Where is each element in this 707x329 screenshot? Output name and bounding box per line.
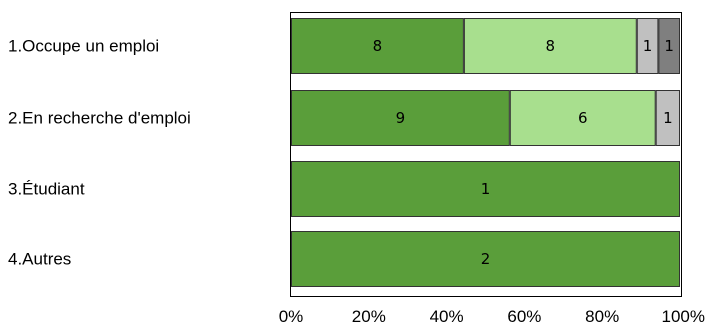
x-tick-label: 20% xyxy=(352,307,386,326)
data-label: 8 xyxy=(373,37,383,55)
bar-segment xyxy=(291,231,680,287)
bar-segment xyxy=(291,90,510,146)
x-tick-label: 80% xyxy=(585,307,619,326)
plot-frame xyxy=(290,12,682,297)
x-tick-label: 100% xyxy=(662,307,705,326)
category-label: 1.Occupe un emploi xyxy=(8,37,159,56)
bar-segment xyxy=(655,90,680,146)
data-label: 9 xyxy=(396,109,406,127)
category-label: 4.Autres xyxy=(8,250,71,269)
data-label: 6 xyxy=(578,109,588,127)
bar-segment xyxy=(636,18,659,74)
data-label: 2 xyxy=(481,250,491,268)
bar-segment xyxy=(509,90,656,146)
category-label: 2.En recherche d'emploi xyxy=(8,109,191,128)
data-label: 8 xyxy=(546,37,556,55)
data-label: 1 xyxy=(664,37,674,55)
x-tick-label: 60% xyxy=(507,307,541,326)
bar-segment xyxy=(291,161,680,217)
data-label: 1 xyxy=(643,37,653,55)
data-label: 1 xyxy=(481,180,491,198)
bar-segment xyxy=(463,18,637,74)
bar-segment xyxy=(291,18,464,74)
data-label: 1 xyxy=(663,109,673,127)
x-tick-label: 0% xyxy=(279,307,304,326)
bar-segment xyxy=(658,18,681,74)
category-label: 3.Étudiant xyxy=(8,180,85,199)
x-tick-label: 40% xyxy=(430,307,464,326)
